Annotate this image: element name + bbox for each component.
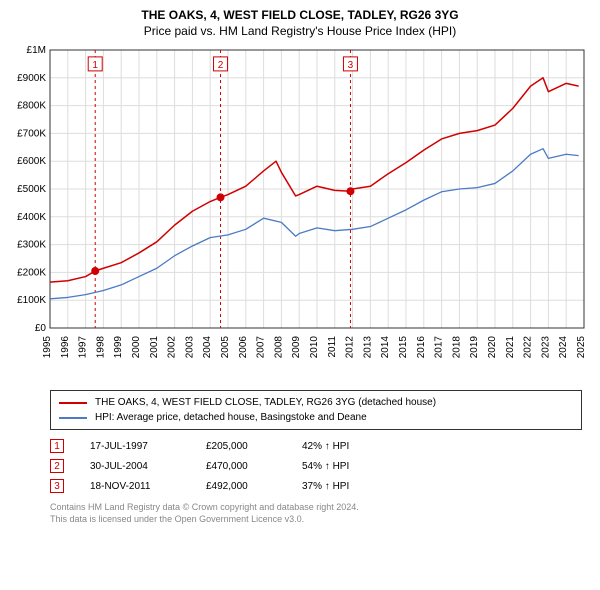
x-tick-label: 2010 — [309, 336, 320, 359]
x-tick-label: 2007 — [256, 336, 267, 359]
x-tick-label: 2004 — [202, 336, 213, 359]
footnote-line1: Contains HM Land Registry data © Crown c… — [50, 502, 582, 514]
sale-marker-box: 1 — [92, 60, 98, 71]
x-tick-label: 1998 — [95, 336, 106, 359]
sale-price: £205,000 — [206, 441, 276, 452]
x-tick-label: 2002 — [167, 336, 178, 359]
x-tick-label: 2018 — [451, 336, 462, 359]
sales-row: 1 17-JUL-1997 £205,000 42% ↑ HPI — [50, 436, 582, 456]
y-tick-label: £700K — [17, 128, 46, 139]
x-tick-label: 2017 — [434, 336, 445, 359]
y-tick-label: £0 — [35, 323, 47, 334]
x-tick-label: 2023 — [540, 336, 551, 359]
x-tick-label: 2003 — [184, 336, 195, 359]
sale-price: £492,000 — [206, 481, 276, 492]
sale-date: 30-JUL-2004 — [90, 461, 180, 472]
x-tick-label: 2012 — [345, 336, 356, 359]
y-tick-label: £100K — [17, 295, 46, 306]
y-tick-label: £400K — [17, 212, 46, 223]
x-tick-label: 2014 — [380, 336, 391, 359]
x-tick-label: 2022 — [523, 336, 534, 359]
sale-date: 17-JUL-1997 — [90, 441, 180, 452]
x-tick-label: 2013 — [362, 336, 373, 359]
sale-pct: 54% ↑ HPI — [302, 461, 382, 472]
legend-label: HPI: Average price, detached house, Basi… — [95, 410, 367, 425]
x-tick-label: 1996 — [60, 336, 71, 359]
sale-pct: 37% ↑ HPI — [302, 481, 382, 492]
chart-subtitle: Price paid vs. HM Land Registry's House … — [8, 24, 592, 38]
x-tick-label: 2005 — [220, 336, 231, 359]
x-tick-label: 2021 — [505, 336, 516, 359]
y-tick-label: £800K — [17, 101, 46, 112]
x-tick-label: 2025 — [576, 336, 587, 359]
sales-marker-icon: 3 — [50, 479, 64, 493]
x-tick-label: 1999 — [113, 336, 124, 359]
chart-area: £0 £100K £200K £300K £400K £500K £600K £700K £80… — [8, 44, 592, 384]
y-tick-label: £1M — [27, 45, 46, 56]
chart-title: THE OAKS, 4, WEST FIELD CLOSE, TADLEY, R… — [8, 8, 592, 22]
sale-pct: 42% ↑ HPI — [302, 441, 382, 452]
x-tick-label: 2020 — [487, 336, 498, 359]
sale-marker-box: 2 — [218, 60, 224, 71]
x-tick-label: 2008 — [273, 336, 284, 359]
legend-swatch — [59, 402, 87, 404]
x-tick-label: 2019 — [469, 336, 480, 359]
x-tick-label: 2001 — [149, 336, 160, 359]
legend-item: THE OAKS, 4, WEST FIELD CLOSE, TADLEY, R… — [59, 395, 573, 410]
legend-swatch — [59, 417, 87, 419]
footnote: Contains HM Land Registry data © Crown c… — [50, 502, 582, 525]
sales-table: 1 17-JUL-1997 £205,000 42% ↑ HPI 2 30-JUL-200… — [50, 436, 582, 496]
x-tick-label: 2000 — [131, 336, 142, 359]
chart-svg: £0 £100K £200K £300K £400K £500K £600K £700K £80… — [8, 44, 592, 384]
y-tick-label: £600K — [17, 156, 46, 167]
sale-price: £470,000 — [206, 461, 276, 472]
x-tick-label: 2006 — [238, 336, 249, 359]
legend: THE OAKS, 4, WEST FIELD CLOSE, TADLEY, R… — [50, 390, 582, 430]
sales-row: 3 18-NOV-2011 £492,000 37% ↑ HPI — [50, 476, 582, 496]
x-tick-label: 2011 — [327, 336, 338, 358]
y-tick-label: £300K — [17, 240, 46, 251]
sale-marker-box: 3 — [348, 60, 354, 71]
sale-date: 18-NOV-2011 — [90, 481, 180, 492]
x-tick-label: 2015 — [398, 336, 409, 359]
y-tick-label: £500K — [17, 184, 46, 195]
legend-item: HPI: Average price, detached house, Basi… — [59, 410, 573, 425]
sales-marker-icon: 1 — [50, 439, 64, 453]
y-tick-label: £900K — [17, 73, 46, 84]
x-tick-label: 1997 — [78, 336, 89, 359]
x-tick-label: 2024 — [558, 336, 569, 359]
y-tick-label: £200K — [17, 267, 46, 278]
x-tick-label: 1995 — [42, 336, 53, 359]
title-block: THE OAKS, 4, WEST FIELD CLOSE, TADLEY, R… — [8, 8, 592, 38]
x-tick-label: 2009 — [291, 336, 302, 359]
footnote-line2: This data is licensed under the Open Gov… — [50, 514, 582, 526]
sales-row: 2 30-JUL-2004 £470,000 54% ↑ HPI — [50, 456, 582, 476]
x-tick-label: 2016 — [416, 336, 427, 359]
page-root: THE OAKS, 4, WEST FIELD CLOSE, TADLEY, R… — [0, 0, 600, 533]
legend-label: THE OAKS, 4, WEST FIELD CLOSE, TADLEY, R… — [95, 395, 436, 410]
sales-marker-icon: 2 — [50, 459, 64, 473]
